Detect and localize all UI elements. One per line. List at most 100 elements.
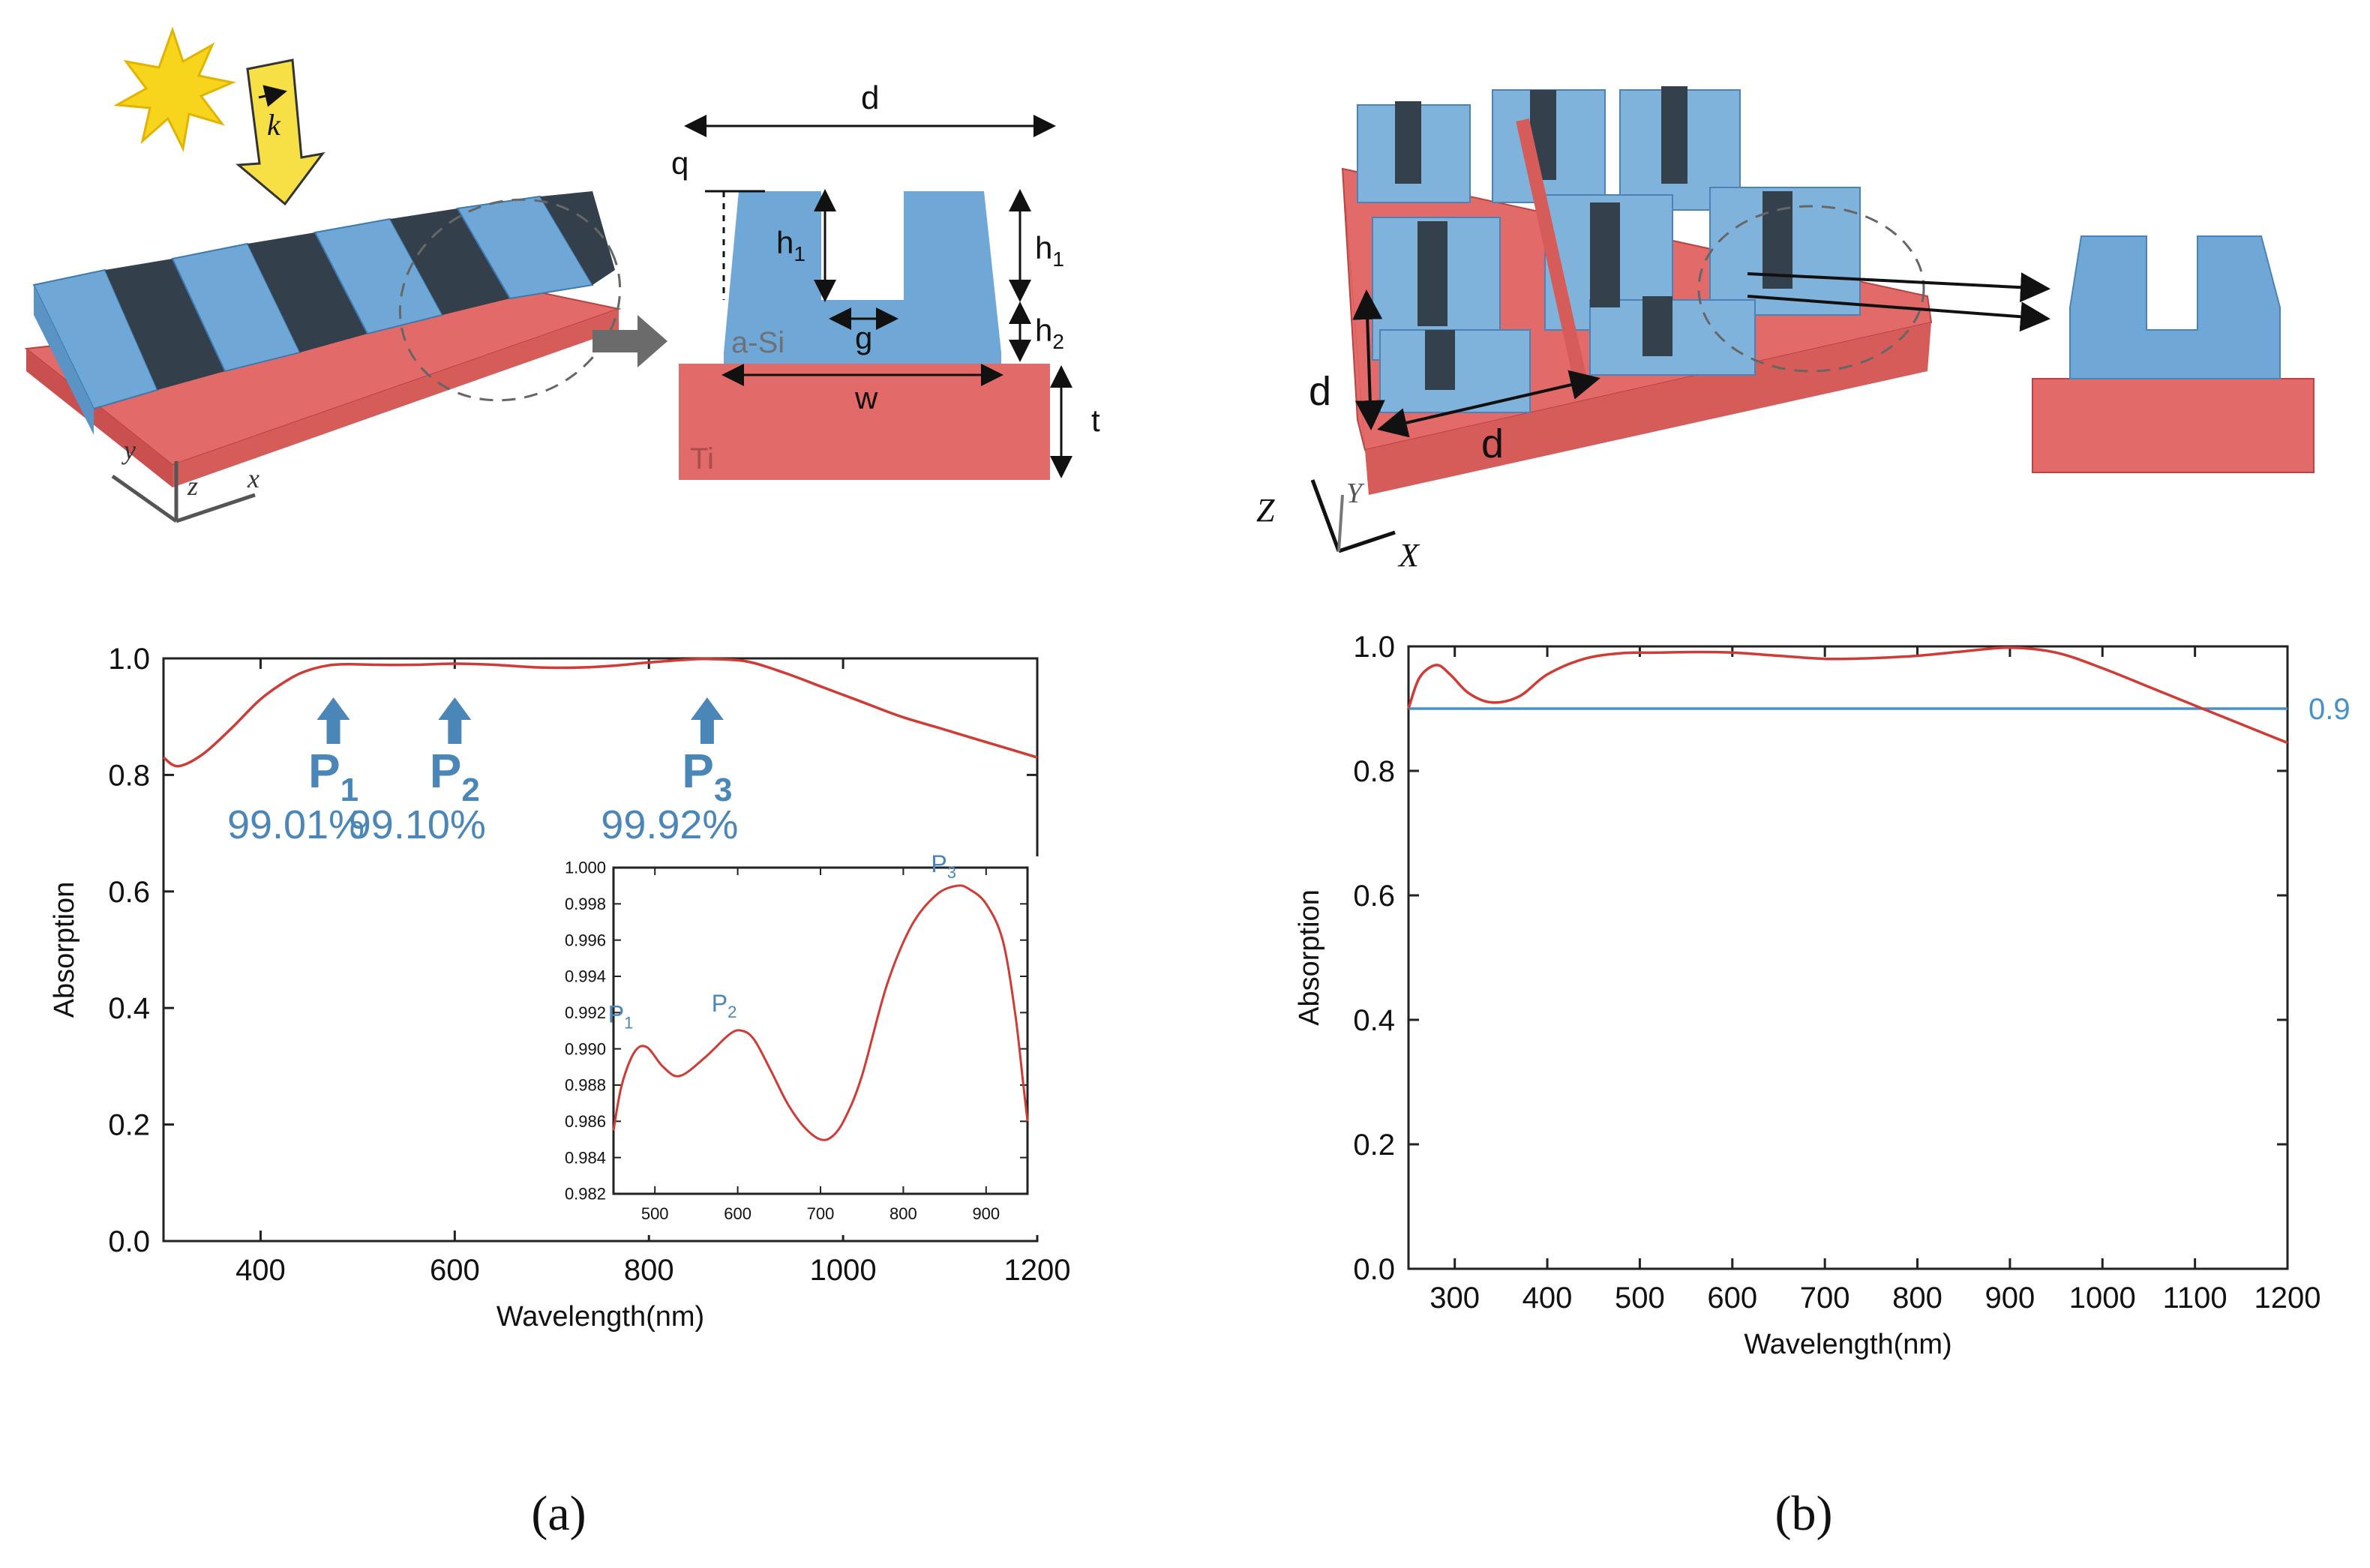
ti-label: Ti: [690, 442, 714, 475]
x-tick-label: 700: [1800, 1282, 1850, 1315]
d-vertical-label: d: [1309, 369, 1331, 414]
inset-peak-label: P3: [931, 850, 956, 882]
inset-background: [535, 856, 1039, 1235]
axis-y-label-b: Y: [1346, 478, 1365, 509]
ti-substrate-b-side: [1365, 322, 1931, 495]
sun-icon: [113, 26, 237, 152]
axes-indicator-b: Z Y X: [1256, 478, 1420, 574]
unit-cell-highlight: [398, 198, 622, 402]
x-tick-label: 800: [624, 1254, 674, 1287]
y-tick-label: 0.2: [1353, 1129, 1395, 1162]
ti-layer-b: [2032, 378, 2314, 473]
axis-x-label: x: [247, 463, 260, 493]
y-axis-title: Absorption: [49, 882, 80, 1018]
series-line-absorption: [162, 657, 1038, 768]
series-line-absorption: [1407, 646, 2288, 745]
axis-z-label: z: [187, 471, 198, 501]
h1-left-label: h1: [776, 225, 806, 265]
q-label: q: [671, 145, 688, 181]
x-tick-label: 600: [430, 1254, 480, 1287]
peak-label: P2: [430, 744, 480, 808]
k-label: k: [267, 108, 281, 142]
asi-label: a-Si: [731, 326, 784, 359]
threshold-label: 0.9: [2308, 693, 2350, 726]
ti-substrate-side: [172, 309, 619, 487]
y-axis-title: Absorption: [1294, 889, 1325, 1026]
axis-x-label-b: X: [1397, 537, 1420, 574]
y-tick-label: 0.4: [108, 992, 150, 1025]
unit-cell-highlight-b: [1697, 205, 1925, 373]
schematic-b-3d: d d Z Y X: [1256, 86, 2050, 574]
x-tick-label: 300: [1430, 1282, 1480, 1315]
plot-frame: [1407, 645, 2289, 1270]
zoom-arrow: [592, 315, 668, 367]
peak-arrow-icon: [438, 697, 472, 744]
ti-substrate-front: [26, 349, 172, 487]
y-tick-label: 1.0: [1353, 631, 1395, 664]
y-tick-label: 0.0: [1353, 1253, 1395, 1286]
incident-light-arrow: k: [236, 58, 326, 206]
x-tick-label: 600: [724, 1204, 752, 1223]
y-tick-label: 0.6: [108, 876, 150, 909]
grating-ridges-3d: [32, 191, 615, 435]
y-tick-label: 0.982: [565, 1185, 606, 1204]
g-label: g: [855, 320, 872, 355]
x-tick-label: 1000: [2069, 1282, 2136, 1315]
h1-right-label: h1: [1035, 230, 1064, 271]
peak-value: 99.10%: [349, 802, 486, 847]
y-tick-label: 0.988: [565, 1076, 606, 1095]
caption-b: (b): [1775, 1486, 1833, 1541]
y-tick-label: 0.984: [565, 1148, 606, 1167]
asi-profile-b: [2069, 235, 2281, 379]
y-tick-label: 0.986: [565, 1112, 606, 1131]
y-tick-label: 1.000: [565, 859, 606, 877]
x-tick-label: 800: [1892, 1282, 1942, 1315]
x-tick-label: 900: [972, 1204, 1000, 1223]
axis-y-label: y: [122, 435, 136, 465]
x-tick-label: 1200: [2254, 1282, 2321, 1315]
x-tick-label: 800: [890, 1204, 917, 1223]
x-tick-label: 600: [1707, 1282, 1757, 1315]
schematic-a-3d: k y z x: [24, 26, 668, 523]
d-horizontal-label: d: [1481, 421, 1504, 466]
y-tick-label: 0.8: [1353, 755, 1395, 788]
series-line-absorption: [612, 884, 1029, 1141]
peak-label: P3: [682, 744, 732, 808]
x-axis-title: Wavelength(nm): [496, 1301, 704, 1333]
y-tick-label: 0.6: [1353, 880, 1395, 913]
chart-b-main: 300 400 500 600 700 800 900 1000 1100 1200 0.0 0.2 0…: [1294, 631, 2350, 1360]
y-tick-label: 0.2: [108, 1109, 150, 1142]
peak-arrow-icon: [690, 697, 724, 744]
inset-peak-label: P2: [712, 990, 737, 1021]
x-tick-label: 1000: [810, 1254, 877, 1287]
y-tick-label: 0.0: [108, 1225, 150, 1258]
schematic-a-cross-section: a-Si Ti d q h1 g w h1 h2 t: [671, 79, 1100, 480]
x-axis-title: Wavelength(nm): [1744, 1329, 1952, 1360]
inset-peak-label: P1: [608, 1001, 634, 1033]
x-tick-label: 1200: [1004, 1254, 1071, 1287]
y-tick-label: 0.990: [565, 1039, 606, 1058]
x-tick-label: 700: [807, 1204, 835, 1223]
x-tick-label: 400: [236, 1254, 286, 1287]
asi-profile: [724, 191, 1001, 364]
chart-a-main: 400 600 800 1000 1200 0.0 0.2 0.4 0.6 0.8 1.0 Wavel…: [49, 643, 1070, 1333]
chart-a-inset: 500 600 700 800 900 0.982 0.984 0.986 0.988 0.990…: [535, 850, 1039, 1235]
x-tick-label: 500: [641, 1204, 669, 1223]
y-tick-label: 0.8: [108, 759, 150, 792]
x-tick-label: 500: [1615, 1282, 1665, 1315]
x-tick-label: 900: [1985, 1282, 2036, 1315]
y-tick-label: 0.994: [565, 967, 606, 986]
caption-a: (a): [531, 1486, 586, 1541]
peak-arrow-icon: [316, 697, 350, 744]
y-tick-label: 0.998: [565, 895, 606, 913]
axes-indicator-a: y z x: [111, 435, 260, 523]
y-tick-label: 1.0: [108, 643, 150, 676]
y-tick-label: 0.992: [565, 1003, 606, 1022]
y-tick-label: 0.996: [565, 931, 606, 949]
peak-value: 99.01%: [227, 802, 364, 847]
peak-label: P1: [308, 744, 358, 808]
schematic-b-cross-section: [2032, 235, 2314, 473]
t-label: t: [1091, 403, 1100, 438]
w-label: w: [854, 380, 878, 415]
